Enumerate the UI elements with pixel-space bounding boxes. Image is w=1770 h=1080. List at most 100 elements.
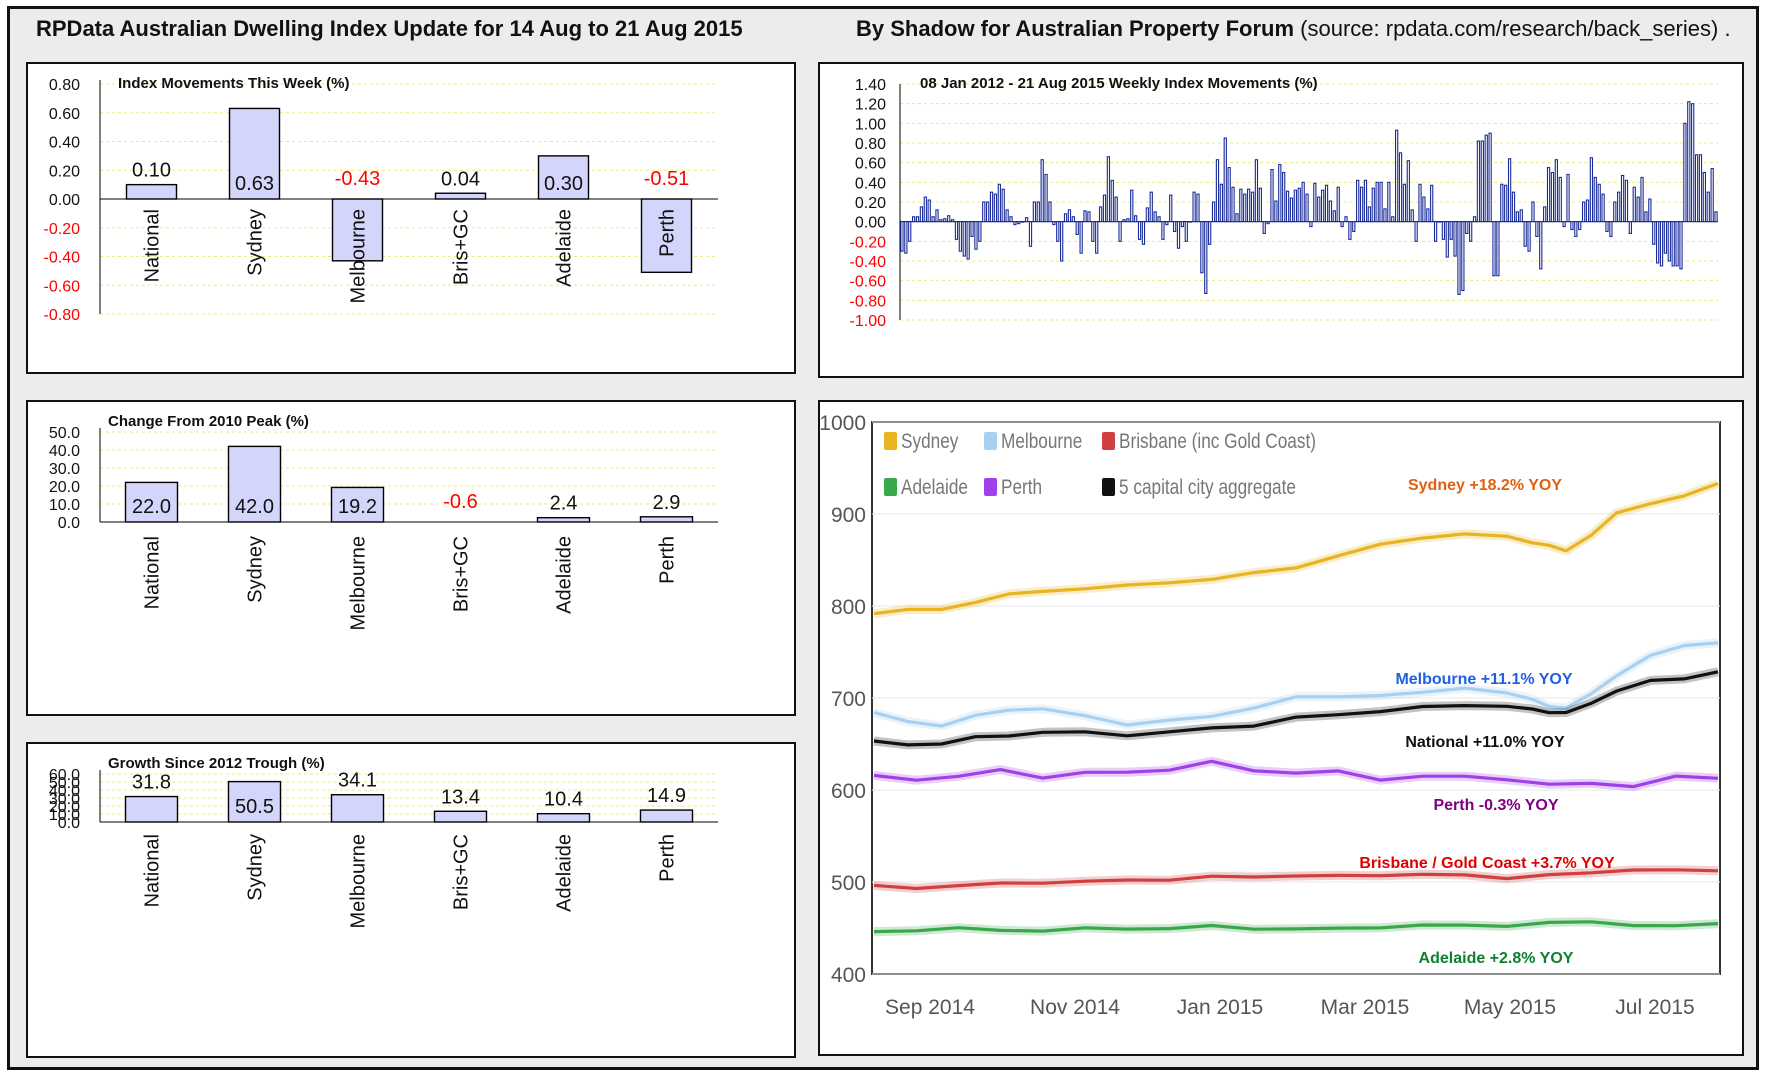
weekly-bar [1036, 201, 1040, 223]
weekly-bar [1215, 159, 1220, 223]
weekly-bar [1609, 221, 1613, 237]
weekly-bar [954, 221, 959, 240]
category-label: National [142, 834, 164, 907]
weekly-bar [943, 218, 947, 223]
weekly-bar [1340, 221, 1344, 228]
category-label: Sydney [245, 536, 267, 603]
bar-sydney [227, 780, 282, 823]
y-tick-label: -0.60 [850, 274, 887, 291]
weekly-bar [1488, 132, 1492, 223]
weekly-bar [1223, 137, 1227, 223]
weekly-bar [966, 221, 970, 260]
legend-swatch [884, 432, 897, 450]
y-tick-label: 1.00 [855, 116, 886, 133]
data-label: 22.0 [132, 496, 171, 518]
growth-since-trough-panel: 60.0 50.0 40.0 30.0 20.0 10.0 0.0 Growth Since … [26, 742, 796, 1058]
weekly-bar [1457, 221, 1461, 295]
y-tick-label: 30.0 [49, 791, 80, 808]
weekly-bar [1060, 221, 1064, 262]
weekly-bar [1079, 221, 1083, 254]
weekly-bar [904, 221, 908, 254]
weekly-bar [931, 216, 935, 223]
weekly-bar [1134, 215, 1138, 223]
weekly-bar [1211, 201, 1216, 223]
weekly-bar [1106, 156, 1111, 223]
weekly-bar [1398, 152, 1403, 223]
category-label: Bris+GC [451, 834, 473, 910]
weekly-bar [958, 221, 963, 252]
weekly-bar [1001, 188, 1005, 223]
weekly-bar [1328, 200, 1333, 223]
weekly-bar [1254, 159, 1259, 223]
y-tick-label: 0.20 [855, 195, 886, 212]
weekly-bar [1231, 186, 1235, 223]
series-line-national [873, 670, 1719, 747]
weekly-bar [1511, 191, 1516, 223]
data-label: -0.43 [335, 168, 381, 190]
data-label: 10.4 [544, 789, 583, 811]
weekly-bar [1013, 221, 1017, 226]
series-line-sydney [873, 481, 1719, 616]
data-label: 19.2 [338, 496, 377, 518]
weekly-bar [923, 196, 927, 223]
weekly-bar [1149, 191, 1153, 223]
weekly-bar [1620, 174, 1625, 223]
legend-label: Melbourne [1001, 431, 1082, 454]
weekly-bar [1204, 221, 1208, 295]
y-tick-label: 0.80 [49, 77, 80, 94]
weekly-bar [1348, 221, 1352, 240]
weekly-bar [1523, 221, 1527, 247]
y-tick-label: 40.0 [49, 783, 80, 800]
weekly-bar [1414, 221, 1418, 242]
weekly-bar [1663, 221, 1668, 254]
y-tick-label: 0.80 [855, 136, 886, 153]
weekly-bar [1243, 193, 1247, 223]
weekly-bar [1694, 154, 1699, 223]
weekly-bar [1652, 221, 1656, 245]
attribution-dot: . [1724, 16, 1731, 41]
attribution: By Shadow for Australian Property Forum … [856, 16, 1731, 42]
category-label: Perth [657, 834, 679, 882]
category-label: Melbourne [348, 209, 370, 304]
weekly-bar [1250, 191, 1255, 223]
data-label: 13.4 [441, 786, 480, 808]
weekly-bar [1644, 211, 1648, 223]
y-tick-label: -0.20 [44, 221, 81, 238]
weekly-bar [1289, 197, 1294, 223]
data-label: 50.5 [235, 796, 274, 818]
weekly-bar [1176, 221, 1181, 249]
weekly-bar [1285, 190, 1290, 223]
weekly-bar [1566, 173, 1570, 223]
category-label: National [142, 209, 164, 282]
weekly-bar [1313, 182, 1317, 223]
attribution-author: By Shadow for Australian Property Forum [856, 16, 1295, 41]
weekly-bar [950, 219, 955, 223]
weekly-bar [1309, 221, 1313, 228]
weekly-bar [927, 199, 931, 223]
chart-title: Change From 2010 Peak (%) [108, 413, 309, 430]
weekly-bar [1383, 208, 1387, 223]
weekly-bar [1126, 218, 1130, 223]
weekly-bar [1558, 176, 1562, 223]
weekly-bar [1032, 201, 1037, 223]
weekly-bar [1153, 211, 1157, 223]
weekly-bar [962, 221, 966, 257]
series-annotation: Brisbane / Gold Coast +3.7% YOY [1359, 855, 1615, 872]
weekly-bar [1356, 179, 1360, 223]
weekly-bar [1426, 208, 1430, 223]
weekly-bar [1375, 181, 1379, 223]
weekly-bar [1282, 171, 1286, 223]
weekly-bar [1208, 221, 1212, 245]
weekly-bar [1180, 221, 1185, 228]
weekly-bar [1301, 181, 1305, 223]
y-tick-label: 0.20 [49, 163, 80, 180]
weekly-bar [1048, 201, 1052, 223]
weekly-bar [1469, 221, 1473, 242]
weekly-movements-chart: 1.40 1.20 1.00 0.80 0.60 0.40 0.20 0.00 -0.20 -0.… [850, 75, 1718, 330]
weekly-bar [1219, 183, 1223, 223]
weekly-bar [1562, 221, 1566, 228]
weekly-bar [1324, 184, 1329, 223]
weekly-bar [1009, 216, 1013, 223]
bar-national [124, 481, 179, 523]
weekly-bar [1262, 221, 1266, 235]
